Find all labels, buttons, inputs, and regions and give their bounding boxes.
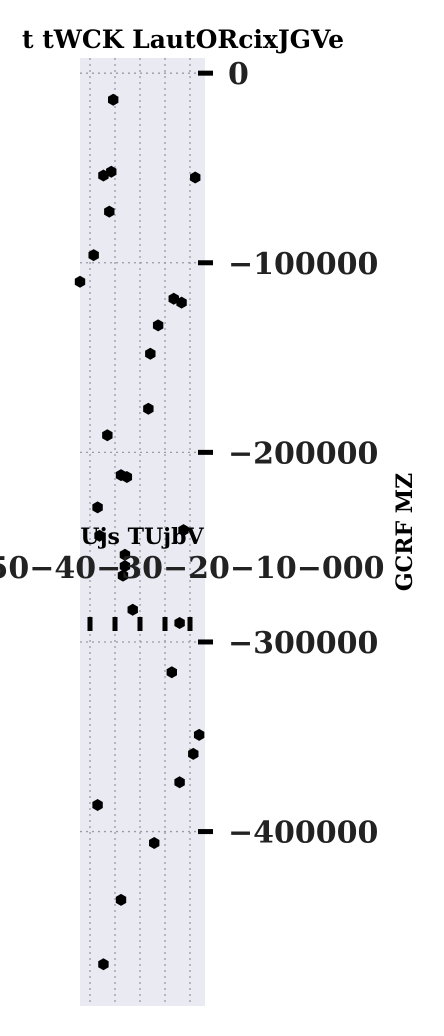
data-points [74,93,205,971]
scatter-point [115,893,127,906]
scatter-point [174,776,185,789]
y-tick-label: −300000 [228,626,378,661]
scatter-point [92,501,103,514]
scatter-point [98,169,109,182]
scatter-point [117,569,129,582]
scatter-point [102,429,113,442]
x-axis [87,617,193,631]
scatter-point [143,402,154,415]
chart-title: t tWCK LautORcixJGVe [22,25,344,54]
scatter-point [174,617,185,630]
scatter-point [193,728,205,741]
scatter-point [98,958,109,971]
scatter-point [152,319,164,332]
scatter-point [104,205,115,218]
grid-lines [80,58,205,1006]
scatter-point [178,524,189,537]
scatter-point [88,249,99,262]
scatter-point [176,296,187,309]
scatter-point [94,529,105,542]
scatter-point [92,799,103,812]
y-tick-label: −100000 [228,247,378,282]
y-tick-label: −400000 [228,816,378,851]
scatter-point [149,836,160,849]
scatter-point [74,275,86,288]
scatter-point [108,93,119,106]
scatter-point [166,666,177,679]
scatter-point [188,747,199,760]
scatter-point [127,603,138,616]
y-tick-label: 0 [228,57,249,92]
scatter-point [190,171,201,184]
x-tick-labels: −54−50−40−30−20−10−000 [0,551,385,586]
scatter-point [119,548,131,561]
x-axis-label: Ujs TUjbV [80,524,204,550]
y-axis-label: GCRF MZ [392,473,418,591]
scatter-point [168,292,179,305]
y-tick-label: −200000 [228,436,378,471]
scatter-point [145,347,156,360]
scatter-point [121,471,133,484]
y-axis: 0 −100000 −200000 −300000 −400000 [198,57,378,851]
scatter-point [106,165,117,178]
scatter-point [119,560,131,573]
